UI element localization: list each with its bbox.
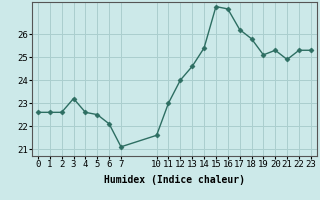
X-axis label: Humidex (Indice chaleur): Humidex (Indice chaleur) <box>104 175 245 185</box>
